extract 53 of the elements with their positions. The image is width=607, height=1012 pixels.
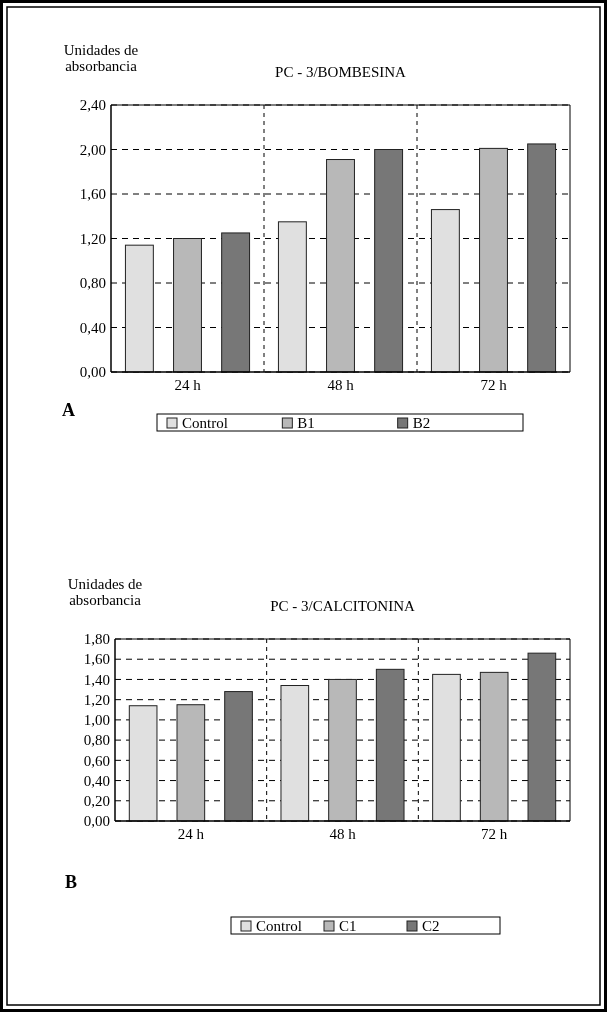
y-tick-label: 1,40 [83, 671, 110, 688]
legend-label: C2 [422, 918, 440, 934]
bar [479, 147, 508, 373]
legend-label: Control [182, 415, 228, 431]
bar [374, 149, 404, 373]
bar [173, 238, 202, 373]
y-tick-label: 0,20 [83, 793, 110, 810]
y-tick-label: 0,60 [83, 752, 110, 769]
bar [221, 232, 251, 373]
x-tick-label: 72 h [480, 377, 508, 393]
chart-title: PC - 3/CALCITONINA [270, 598, 416, 614]
bar [326, 159, 355, 373]
bar [124, 244, 154, 373]
bar [176, 704, 206, 822]
text: A [62, 400, 75, 420]
chart-title: PC - 3/BOMBESINA [275, 64, 407, 80]
text: B [65, 872, 78, 892]
x-tick-label: 72 h [481, 826, 508, 842]
bar [479, 671, 509, 822]
y-tick-label: 1,80 [83, 631, 110, 648]
y-tick-label: 1,60 [83, 651, 110, 668]
y-tick-label: 0,80 [79, 275, 106, 292]
bar [128, 705, 158, 822]
y-tick-label: 1,60 [79, 186, 106, 203]
bar [224, 691, 253, 822]
x-tick-label: 24 h [174, 377, 202, 393]
y-tick-label: 0,40 [83, 772, 110, 789]
bar [375, 668, 405, 822]
x-tick-label: 48 h [327, 377, 355, 393]
y-tick-label: 0,80 [83, 732, 110, 749]
y-tick-label: 2,00 [79, 141, 106, 158]
y-tick-label: 1,20 [79, 230, 106, 247]
y-tick-label: 0,00 [79, 364, 106, 381]
x-tick-label: 48 h [329, 826, 357, 842]
y-tick-label: 1,00 [83, 712, 110, 729]
y-axis-title: Unidades de absorbancia [63, 42, 139, 74]
bar [328, 678, 357, 822]
y-tick-label: 0,00 [83, 813, 110, 830]
y-axis-title: Unidades de absorbancia [67, 576, 143, 608]
bar [527, 652, 557, 822]
legend-label: B2 [412, 415, 431, 431]
legend-label: Control [256, 918, 302, 934]
legend-label: B1 [297, 415, 315, 431]
y-tick-label: 2,40 [79, 97, 106, 114]
bar [430, 209, 460, 373]
bar [527, 143, 557, 373]
y-tick-label: 0,40 [79, 319, 106, 336]
bar [277, 221, 307, 373]
bar [280, 685, 310, 822]
y-tick-label: 1,20 [83, 691, 110, 708]
bar [432, 673, 461, 822]
x-tick-label: 24 h [177, 826, 205, 842]
legend-label: C1 [339, 918, 357, 934]
